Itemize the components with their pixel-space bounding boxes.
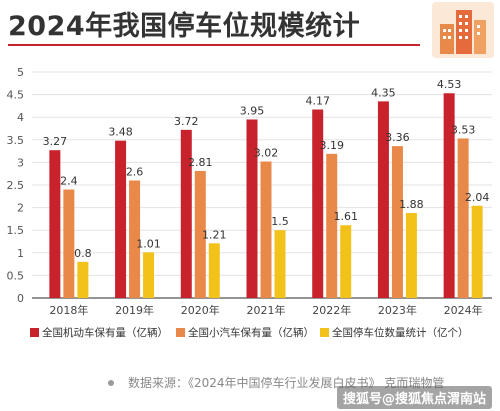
legend-label: 全国小汽车保有量（亿辆） <box>188 326 314 339</box>
y-tick-label: 4 <box>17 111 24 124</box>
bar <box>471 205 483 298</box>
data-label: 4.17 <box>305 95 330 108</box>
x-tick-label: 2024年 <box>444 303 483 317</box>
data-label: 3.19 <box>319 139 344 152</box>
bar <box>77 261 89 298</box>
title-underline <box>8 44 420 46</box>
data-label: 0.8 <box>74 247 92 260</box>
data-label: 3.48 <box>108 126 133 139</box>
data-label: 3.02 <box>254 146 279 159</box>
bar <box>49 150 61 298</box>
bar <box>405 213 417 298</box>
x-tick-label: 2019年 <box>115 303 154 317</box>
data-label: 3.95 <box>240 104 265 117</box>
bar <box>326 153 338 298</box>
bar <box>377 101 389 298</box>
legend-label: 全国停车位数量统计（亿个） <box>332 326 469 339</box>
x-tick-label: 2020年 <box>181 303 220 317</box>
watermark: 搜狐号@搜狐焦点渭南站 <box>336 386 492 409</box>
data-label: 1.5 <box>271 215 289 228</box>
bar <box>340 225 352 298</box>
x-tick-label: 2021年 <box>247 303 286 317</box>
data-label: 3.53 <box>451 123 476 136</box>
legend-label: 全国机动车保有量（亿辆） <box>42 326 168 339</box>
y-tick-label: 4.5 <box>7 89 25 102</box>
bar <box>129 180 141 298</box>
data-label: 2.6 <box>126 165 144 178</box>
bar <box>457 138 469 298</box>
data-label: 1.01 <box>136 237 161 250</box>
bar <box>274 230 286 298</box>
y-tick-label: 2 <box>17 202 24 215</box>
bar <box>246 119 258 299</box>
data-label: 2.81 <box>188 156 213 169</box>
x-tick-label: 2018年 <box>49 303 88 317</box>
bar <box>143 252 155 298</box>
data-label: 2.04 <box>465 191 490 204</box>
x-tick-label: 2023年 <box>378 303 417 317</box>
bar <box>443 93 455 298</box>
data-label: 3.36 <box>385 131 410 144</box>
bar <box>180 129 192 298</box>
bar-chart: 0 0.5 1 1.5 2 2.5 3 3.5 4 4.5 5 3.27 2.4 0.8 2018年 3.48… <box>7 66 492 339</box>
y-tick-label: 1 <box>17 247 24 260</box>
data-label: 3.27 <box>43 135 68 148</box>
y-tick-label: 0 <box>17 292 24 305</box>
data-label: 1.88 <box>399 198 424 211</box>
y-tick-label: 1.5 <box>7 224 25 237</box>
data-label: 1.21 <box>202 228 227 241</box>
bar <box>63 189 75 298</box>
source-bullet <box>108 380 114 386</box>
legend-swatch <box>176 328 185 337</box>
data-label: 4.35 <box>371 86 396 99</box>
y-tick-label: 2.5 <box>7 179 25 192</box>
buildings-logo-icon <box>432 2 494 58</box>
legend-swatch <box>30 328 39 337</box>
bar <box>115 140 127 298</box>
data-label: 4.53 <box>437 78 462 91</box>
y-tick-label: 0.5 <box>7 269 25 282</box>
bar <box>312 109 324 299</box>
bar <box>260 161 272 298</box>
data-label: 1.61 <box>333 210 358 223</box>
legend-swatch <box>320 328 329 337</box>
y-tick-label: 5 <box>17 66 24 79</box>
bar <box>194 170 206 298</box>
y-tick-label: 3.5 <box>7 134 25 147</box>
x-tick-label: 2022年 <box>312 303 351 317</box>
page-title: 2024年我国停车位规模统计 <box>8 11 361 42</box>
data-label: 2.4 <box>60 175 78 188</box>
data-label: 3.72 <box>174 115 199 128</box>
y-tick-label: 3 <box>17 156 24 169</box>
bar <box>208 243 220 298</box>
bar <box>391 146 403 298</box>
